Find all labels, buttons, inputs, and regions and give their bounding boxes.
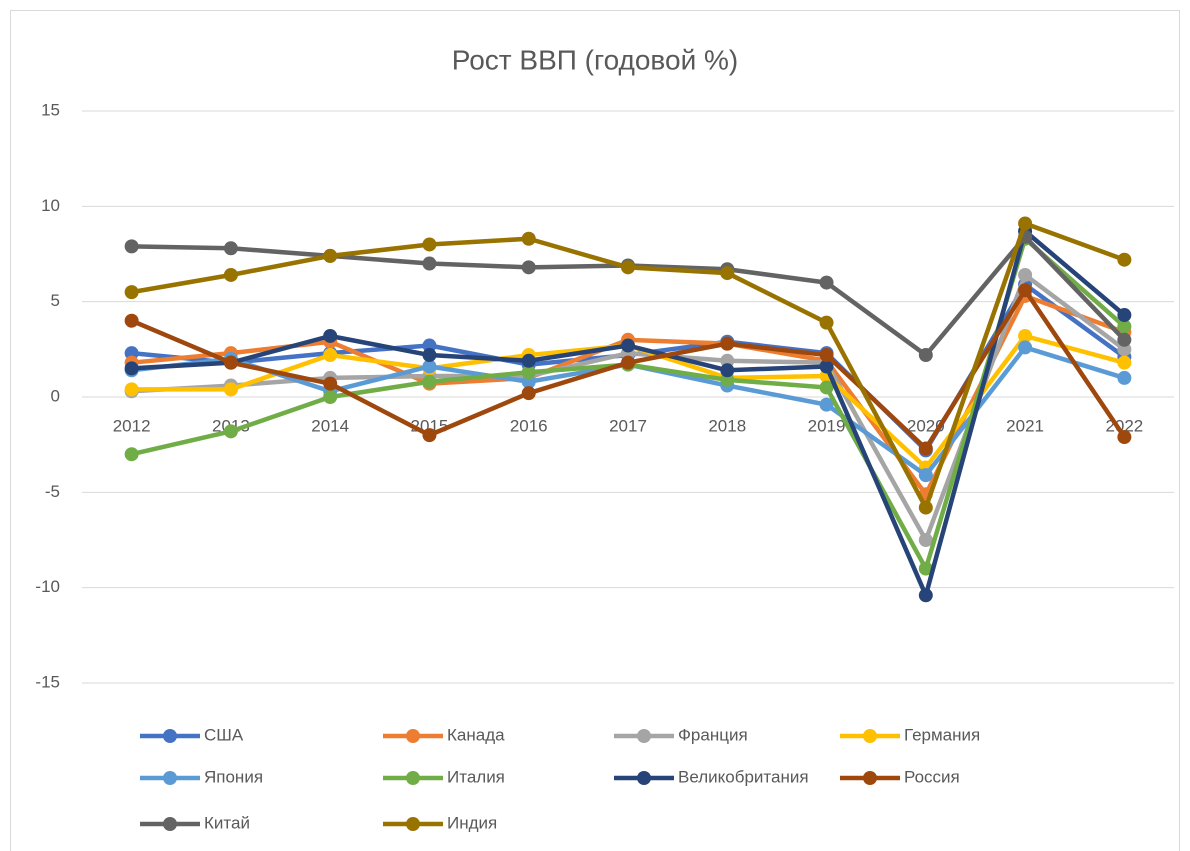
y-tick-label: 10 (41, 196, 60, 215)
point (720, 336, 735, 351)
x-tick-label: 2016 (510, 416, 548, 435)
chart-border (10, 10, 1180, 851)
point (819, 397, 834, 412)
legend-marker (637, 729, 651, 743)
point (1117, 308, 1132, 323)
point (819, 359, 834, 374)
x-tick-label: 2021 (1006, 416, 1044, 435)
point (1117, 319, 1132, 334)
point (621, 355, 635, 370)
x-tick-label: 2018 (708, 416, 746, 435)
point (1018, 283, 1033, 298)
legend-label: Великобритания (678, 767, 809, 786)
x-tick-label: 2012 (113, 416, 151, 435)
point (323, 328, 338, 343)
point (720, 363, 735, 378)
point (323, 248, 338, 263)
y-tick-label: -15 (35, 672, 60, 691)
legend-label: Китай (204, 813, 250, 832)
legend-marker (637, 771, 651, 785)
point (521, 365, 536, 380)
point (223, 424, 238, 439)
point (918, 441, 933, 456)
point (918, 500, 933, 515)
point (422, 348, 437, 363)
point (918, 348, 933, 363)
legend-marker (406, 771, 420, 785)
point (918, 533, 933, 547)
legend-label: Италия (447, 767, 505, 786)
legend-marker (163, 729, 177, 743)
x-tick-label: 2019 (808, 416, 846, 435)
point (1117, 332, 1132, 347)
y-tick-label: 0 (51, 386, 60, 405)
legend-label: Франция (678, 725, 748, 744)
point (521, 260, 536, 275)
point (819, 380, 834, 395)
point (223, 241, 238, 256)
chart-title: Рост ВВП (годовой %) (452, 44, 738, 75)
point (1117, 355, 1132, 370)
point (422, 374, 437, 389)
point (720, 266, 735, 281)
point (621, 260, 635, 275)
point (124, 361, 139, 376)
legend-label: Индия (447, 813, 497, 832)
point (422, 359, 437, 374)
point (323, 390, 338, 404)
legend-marker (406, 729, 420, 743)
y-tick-label: -10 (35, 577, 60, 596)
point (223, 267, 238, 282)
point (422, 237, 437, 252)
point (124, 285, 139, 300)
point (521, 231, 536, 246)
point (422, 256, 437, 271)
point (1018, 328, 1033, 343)
point (819, 348, 834, 363)
x-tick-label: 2014 (311, 416, 349, 435)
point (223, 382, 238, 397)
point (223, 355, 238, 370)
point (1018, 340, 1033, 355)
point (521, 386, 536, 401)
legend-label: Россия (904, 767, 960, 786)
point (1117, 252, 1132, 267)
point (124, 239, 139, 254)
point (918, 588, 933, 603)
point (1117, 430, 1132, 445)
legend-marker (863, 729, 877, 743)
legend-label: Германия (904, 725, 980, 744)
point (918, 468, 933, 483)
x-tick-label: 2017 (609, 416, 647, 435)
point (323, 376, 338, 391)
point (1117, 370, 1132, 385)
point (521, 353, 536, 368)
point (819, 275, 834, 290)
point (621, 338, 635, 353)
point (819, 315, 834, 330)
point (1018, 216, 1033, 231)
point (124, 382, 139, 397)
legend-marker (163, 817, 177, 831)
y-tick-label: 15 (41, 100, 60, 119)
legend-label: США (204, 725, 244, 744)
point (1018, 267, 1033, 282)
legend-marker (863, 771, 877, 785)
y-tick-label: 5 (51, 291, 60, 310)
legend-label: Япония (204, 767, 263, 786)
point (918, 561, 933, 576)
y-tick-label: -5 (45, 482, 60, 501)
legend-marker (163, 771, 177, 785)
legend-label: Канада (447, 725, 505, 744)
point (422, 428, 437, 443)
legend-marker (406, 817, 420, 831)
point (124, 447, 139, 462)
point (124, 313, 139, 328)
point (323, 348, 338, 363)
